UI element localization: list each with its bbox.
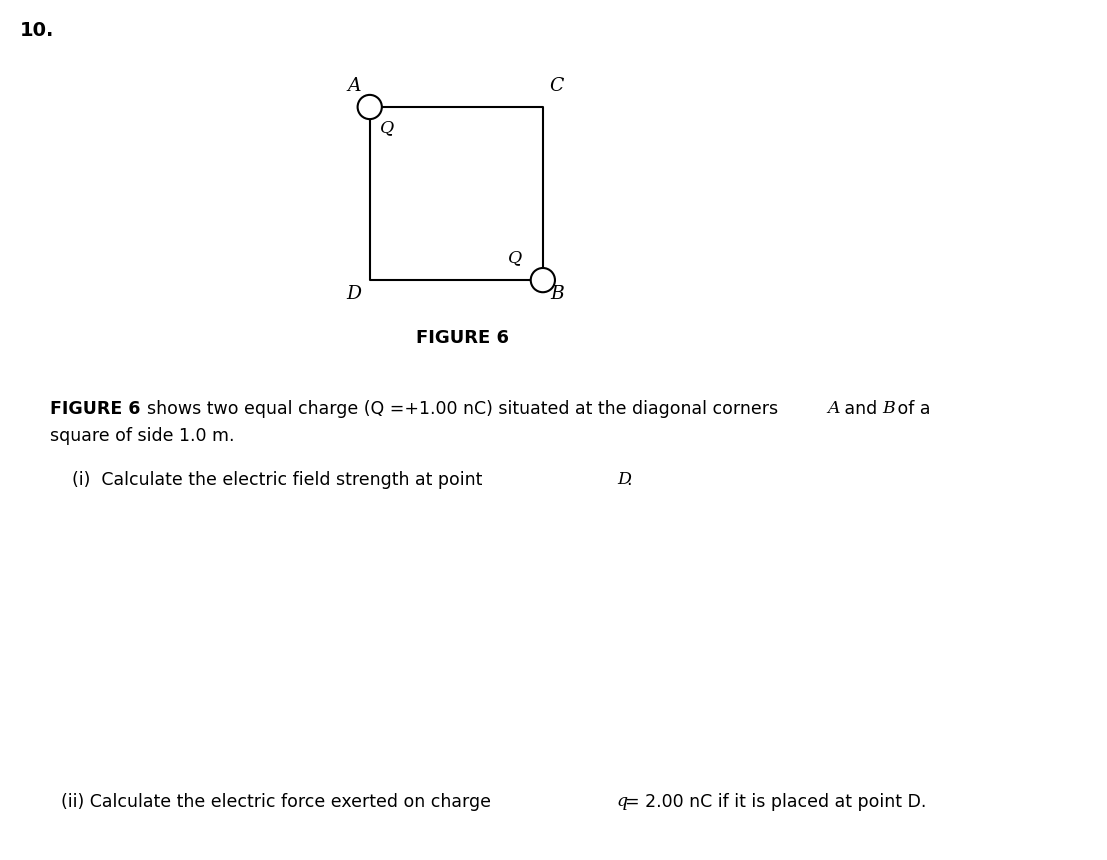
Text: q: q xyxy=(617,793,628,810)
Text: A: A xyxy=(827,400,839,417)
Text: shows two equal charge (Q =+1.00 nC) situated at the diagonal corners: shows two equal charge (Q =+1.00 nC) sit… xyxy=(147,400,784,418)
Text: Q: Q xyxy=(508,249,523,266)
Text: FIGURE 6: FIGURE 6 xyxy=(50,400,141,418)
Text: of a: of a xyxy=(892,400,931,418)
Text: .: . xyxy=(627,471,632,489)
Circle shape xyxy=(530,268,555,292)
Text: D: D xyxy=(618,471,632,488)
Text: square of side 1.0 m.: square of side 1.0 m. xyxy=(50,427,235,445)
Text: B: B xyxy=(550,285,563,303)
Text: C: C xyxy=(549,77,563,95)
Text: A: A xyxy=(348,77,361,95)
Circle shape xyxy=(358,95,382,120)
Text: FIGURE 6: FIGURE 6 xyxy=(416,329,509,347)
Text: D: D xyxy=(346,285,362,303)
Text: B: B xyxy=(882,400,896,417)
Text: and: and xyxy=(839,400,883,418)
Text: 10.: 10. xyxy=(20,22,54,40)
Text: (i)  Calculate the electric field strength at point: (i) Calculate the electric field strengt… xyxy=(72,471,488,489)
Text: = 2.00 nC if it is placed at point D.: = 2.00 nC if it is placed at point D. xyxy=(625,793,927,811)
Text: (ii) Calculate the electric force exerted on charge: (ii) Calculate the electric force exerte… xyxy=(61,793,496,811)
Text: Q: Q xyxy=(380,120,394,136)
